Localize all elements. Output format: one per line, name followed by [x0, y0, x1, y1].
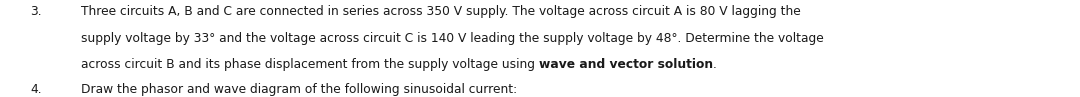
Text: Draw the phasor and wave diagram of the following sinusoidal current:: Draw the phasor and wave diagram of the …: [81, 83, 517, 96]
Text: supply voltage by 33° and the voltage across circuit C is 140 V leading the supp: supply voltage by 33° and the voltage ac…: [81, 32, 824, 45]
Text: across circuit B and its phase displacement from the supply voltage using: across circuit B and its phase displacem…: [81, 58, 539, 71]
Text: Three circuits A, B and C are connected in series across 350 V supply. The volta: Three circuits A, B and C are connected …: [81, 5, 800, 18]
Text: wave and vector solution: wave and vector solution: [539, 58, 713, 71]
Text: 4.: 4.: [30, 83, 42, 96]
Text: .: .: [713, 58, 717, 71]
Text: 3.: 3.: [30, 5, 42, 18]
